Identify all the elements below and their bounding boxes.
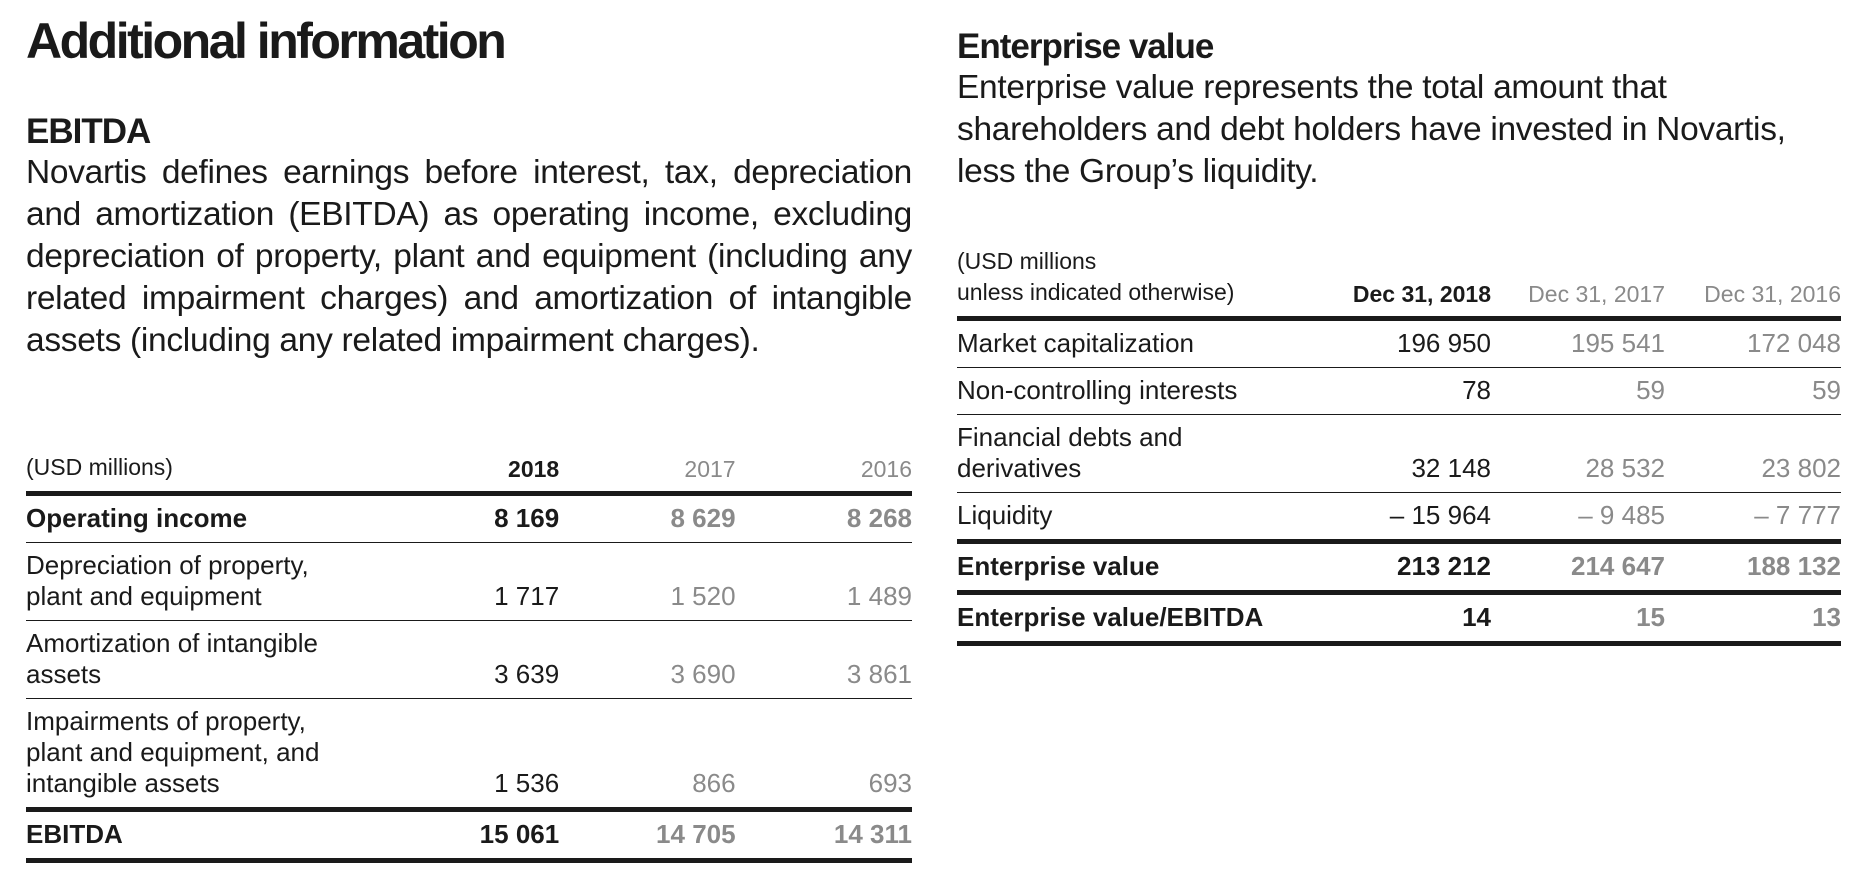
enterprise-value-title: Enterprise value <box>957 27 1214 66</box>
table-row: Amortization of intangible assets 3 639 … <box>26 621 912 699</box>
cell-value: 866 <box>692 768 736 798</box>
column-header: 2017 <box>684 456 736 482</box>
cell-value: – 7 777 <box>1754 500 1841 530</box>
ebitda-title: EBITDA <box>26 112 151 151</box>
cell-value: – 9 485 <box>1578 500 1665 530</box>
cell-value: 1 489 <box>846 581 912 611</box>
row-label: Operating income <box>26 503 248 533</box>
table-row: Market capitalization 196 950 195 541 17… <box>957 319 1841 368</box>
cell-value: 59 <box>1636 375 1665 405</box>
cell-value: 23 802 <box>1761 453 1841 483</box>
cell-value: 693 <box>868 768 912 798</box>
cell-value: – 15 964 <box>1389 500 1491 530</box>
ebitda-table: (USD millions) 2018 2017 2016 Operating … <box>26 452 912 863</box>
row-label: Enterprise value/EBITDA <box>957 602 1264 632</box>
table-header-row: (USD millions unless indicated otherwise)… <box>957 246 1841 319</box>
table-row-total: EBITDA 15 061 14 705 14 311 <box>26 810 912 861</box>
row-label: EBITDA <box>26 819 123 849</box>
cell-value: 196 950 <box>1397 328 1491 358</box>
row-label: Non-controlling interests <box>957 375 1238 405</box>
cell-value: 1 717 <box>494 581 560 611</box>
cell-value: 3 690 <box>670 659 736 689</box>
page-title: Additional information <box>26 13 507 69</box>
table-row: Financial debts and derivatives 32 148 2… <box>957 415 1841 493</box>
ebitda-description: Novartis defines earnings before interes… <box>26 154 912 359</box>
cell-value: 3 639 <box>494 659 560 689</box>
row-label: Market capitalization <box>957 328 1194 358</box>
cell-value: 13 <box>1812 602 1841 632</box>
cell-value: 8 169 <box>494 503 560 533</box>
cell-value: 213 212 <box>1397 551 1491 581</box>
cell-value: 59 <box>1812 375 1841 405</box>
cell-value: 1 520 <box>670 581 736 611</box>
table-row: Liquidity – 15 964 – 9 485 – 7 777 <box>957 493 1841 542</box>
table-row-ratio: Enterprise value/EBITDA 14 15 13 <box>957 593 1841 644</box>
cell-value: 3 861 <box>846 659 912 689</box>
table-row-total: Enterprise value 213 212 214 647 188 132 <box>957 542 1841 593</box>
column-header: Dec 31, 2016 <box>1704 281 1841 307</box>
header-label-line: (USD millions <box>957 248 1097 274</box>
table-row: Depreciation of property, plant and equi… <box>26 543 912 621</box>
table-row: Impairments of property, plant and equip… <box>26 699 912 810</box>
cell-value: 8 268 <box>846 503 912 533</box>
row-label: Enterprise value <box>957 551 1160 581</box>
cell-value: 15 <box>1636 602 1665 632</box>
column-header: Dec 31, 2018 <box>1352 281 1491 307</box>
cell-value: 78 <box>1462 375 1491 405</box>
cell-value: 14 <box>1462 602 1491 632</box>
enterprise-value-section: Enterprise value Enterprise value repres… <box>957 27 1841 193</box>
header-label: (USD millions) <box>26 454 173 480</box>
row-label: Financial debts and derivatives <box>957 422 1183 483</box>
cell-value: 195 541 <box>1571 328 1665 358</box>
cell-value: 15 061 <box>479 819 560 849</box>
row-label: Depreciation of property, plant and equi… <box>26 550 309 611</box>
cell-value: 188 132 <box>1747 551 1841 581</box>
cell-value: 8 629 <box>670 503 736 533</box>
column-header: Dec 31, 2017 <box>1528 281 1665 307</box>
cell-value: 14 311 <box>833 819 912 849</box>
row-label: Impairments of property, plant and equip… <box>26 706 320 798</box>
table-row: Non-controlling interests 78 59 59 <box>957 368 1841 415</box>
cell-value: 14 705 <box>656 819 736 849</box>
header-label-line: unless indicated otherwise) <box>957 279 1235 305</box>
enterprise-value-description: Enterprise value represents the total am… <box>957 69 1786 190</box>
column-header: 2016 <box>860 456 912 482</box>
table-header-row: (USD millions) 2018 2017 2016 <box>26 452 912 494</box>
row-label: Amortization of intangible assets <box>26 628 318 689</box>
ebitda-section: EBITDA Novartis defines earnings before … <box>26 112 912 362</box>
table-row: Operating income 8 169 8 629 8 268 <box>26 494 912 543</box>
enterprise-value-table: (USD millions unless indicated otherwise)… <box>957 246 1841 646</box>
row-label: Liquidity <box>957 500 1053 530</box>
cell-value: 214 647 <box>1571 551 1665 581</box>
column-header: 2018 <box>508 456 560 482</box>
cell-value: 172 048 <box>1747 328 1841 358</box>
cell-value: 28 532 <box>1585 453 1665 483</box>
header-label: (USD millions unless indicated otherwise) <box>957 246 1317 319</box>
cell-value: 1 536 <box>494 768 560 798</box>
cell-value: 32 148 <box>1411 453 1491 483</box>
